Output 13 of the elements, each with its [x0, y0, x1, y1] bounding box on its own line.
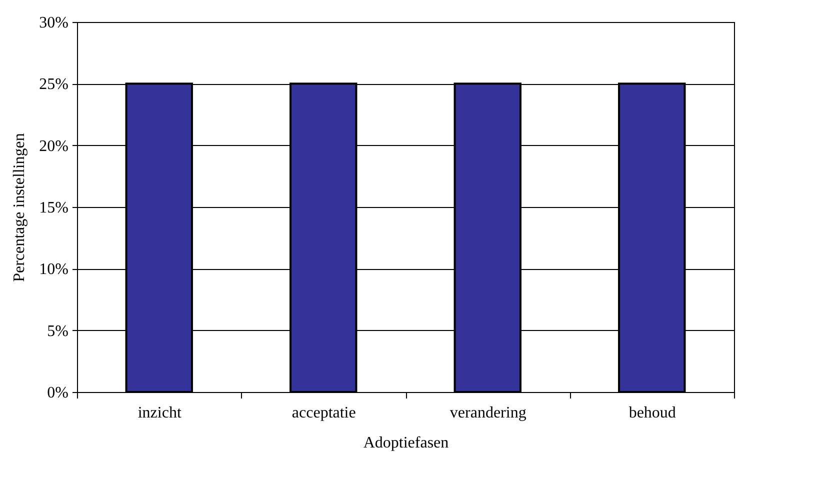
y-tick-label: 15%: [39, 200, 68, 216]
x-axis-title: Adoptiefasen: [363, 434, 449, 452]
x-tick-label: behoud: [628, 404, 676, 422]
x-tick-label: acceptatie: [292, 404, 356, 422]
y-tick-label: 10%: [39, 261, 68, 278]
x-tick-label: verandering: [450, 404, 526, 422]
y-tick-label: 5%: [47, 322, 68, 340]
y-tick-label: 25%: [39, 76, 68, 94]
y-tick-label: 20%: [39, 138, 68, 155]
y-tick-label: 30%: [39, 14, 68, 32]
y-axis-title: Percentage instellingen: [11, 133, 28, 282]
x-tick-label: inzicht: [138, 404, 182, 422]
y-tick-label: 0%: [47, 384, 68, 402]
